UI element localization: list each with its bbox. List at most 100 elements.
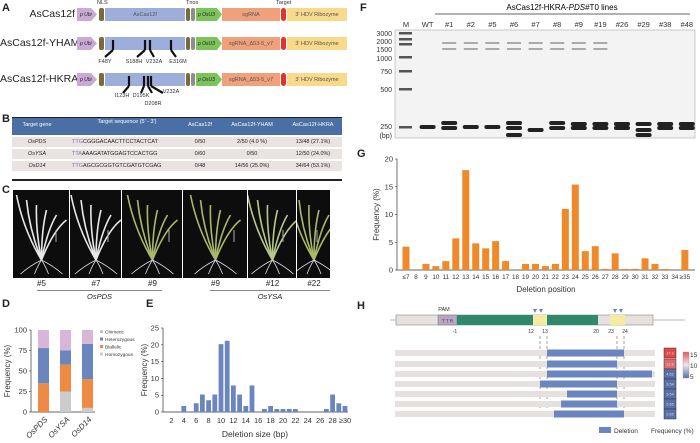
- bar-13: [462, 170, 470, 270]
- x-tick-label: 4: [182, 416, 186, 425]
- gel-faint-band: [550, 48, 565, 50]
- table-row: OsD14 TTGAGCGCGGTGTCGATGTCGAG 0/48 14/56 (2…: [12, 161, 342, 171]
- bar-8: [206, 400, 211, 412]
- plant-drawing: [189, 194, 241, 275]
- ladder-band: [399, 43, 412, 46]
- frequency-value: 12.8: [666, 363, 673, 367]
- gel-faint-band: [442, 48, 457, 50]
- ladder-band: [399, 126, 412, 129]
- promoter-ubi: p Ubi: [77, 8, 97, 21]
- gel-title-part: AsCas12f-HKRA-: [506, 3, 569, 12]
- gel-faint-band: [528, 42, 543, 44]
- gel-band: [549, 126, 566, 130]
- lane-label: #7: [531, 20, 539, 29]
- cell-hkra: 34/64 (53.1%): [295, 163, 331, 169]
- bar-11: [224, 340, 230, 412]
- x-tick-label: 12: [452, 274, 460, 281]
- allele-row: [395, 411, 655, 417]
- x-tick-label: 8: [414, 274, 418, 281]
- stacked-bar-biallelic: [38, 383, 49, 412]
- plant-line-label: #9: [211, 279, 220, 288]
- position-label: 20: [593, 329, 599, 335]
- allele-row: [395, 350, 655, 356]
- header-target-sequence: Target sequence (5' - 3'): [97, 119, 157, 125]
- ladder-band: [399, 88, 412, 91]
- panel-label-f: F: [360, 2, 367, 14]
- bar-7: [200, 394, 205, 412]
- x-tick-label: 33: [661, 274, 669, 281]
- hdv-ribozyme: 3' HDV Ribozyme: [287, 37, 347, 50]
- nls-box: [99, 8, 104, 21]
- group-label-osysa: OsYSA: [257, 292, 283, 301]
- deletion-segment: [547, 349, 624, 357]
- cell-sequence: TTGCGGGACAACTTCCTACTCAT: [72, 139, 178, 145]
- sgrna: sgRNA: [222, 8, 280, 21]
- mutation-label: D208R: [144, 101, 161, 107]
- y-tick-label: 50: [19, 367, 27, 376]
- tnos-box-2: [191, 73, 195, 86]
- panel-label-c: C: [2, 184, 10, 196]
- frequency-legend-label: Frequency (%): [651, 428, 694, 435]
- bar-15: [482, 248, 490, 270]
- target-label: Target: [276, 0, 292, 6]
- cleavage-arrow-icon: [619, 309, 623, 313]
- mutation-marker-leg: [104, 49, 114, 58]
- hdv-ribozyme: 3' HDV Ribozyme: [287, 73, 347, 86]
- lane-label: #26: [616, 20, 629, 29]
- x-tick-label: OsD14: [69, 415, 93, 439]
- x-tick-label: 25: [582, 274, 590, 281]
- bar-31: [641, 258, 649, 270]
- bar-16: [492, 241, 500, 270]
- deletion-legend-swatch: [599, 427, 611, 433]
- lane-label: #19: [594, 20, 607, 29]
- frequency-value: 4.62: [666, 373, 673, 377]
- x-tick-label: 12: [229, 416, 237, 425]
- mutation-label: S188H: [126, 59, 143, 65]
- pam-sequence: TTG: [72, 163, 83, 169]
- ladder-size-label: 750: [380, 69, 392, 76]
- nls-box: [99, 73, 104, 86]
- gel-band: [484, 125, 501, 129]
- gel-faint-band: [571, 48, 586, 50]
- tnos-box-2: [191, 8, 195, 21]
- construct-name: AsCas12f-YHAM: [0, 37, 80, 49]
- ladder-band: [399, 32, 412, 35]
- y-tick-label: 15: [151, 357, 159, 366]
- promoter-ubi: p Ubi: [77, 37, 97, 50]
- plant-photo: [70, 190, 121, 278]
- bar-6: [193, 403, 199, 412]
- y-axis-label: Frequency (%): [3, 344, 12, 397]
- panel-label-a: A: [2, 2, 10, 14]
- x-tick-label: 23: [562, 274, 570, 281]
- x-tick-label: ≥35: [680, 274, 691, 281]
- x-tick-label: ≤7: [403, 274, 410, 281]
- bar-29: [621, 268, 629, 270]
- x-tick-label: 2: [169, 416, 173, 425]
- bar-27: [601, 268, 609, 270]
- bar-≥30: [342, 405, 348, 412]
- frequency-value: 17.9: [666, 352, 673, 356]
- x-tick-label: 20: [532, 274, 540, 281]
- lane-label: M: [403, 20, 409, 29]
- x-tick-label: 28: [328, 416, 336, 425]
- promoter-osu3: p OsU3: [196, 8, 222, 21]
- allele-row: [395, 381, 655, 387]
- gel-band: [506, 126, 522, 130]
- gel-faint-band: [485, 42, 500, 44]
- gel-band: [614, 126, 630, 130]
- x-tick-label: 32: [651, 274, 659, 281]
- header-yham: AsCas12f-YHAM: [231, 122, 273, 128]
- deletion-segment: [567, 390, 617, 398]
- mutation-marker-leg: [170, 49, 177, 58]
- promoter-osu3: p OsU3: [196, 37, 222, 50]
- bar-22: [293, 408, 298, 412]
- position-label: 23: [608, 329, 614, 335]
- pam-sequence: T T R: [442, 319, 454, 324]
- bar-24: [571, 184, 579, 270]
- bar-22: [551, 263, 559, 270]
- panel-label-b: B: [2, 113, 10, 125]
- bar-10: [432, 266, 440, 270]
- stacked-bar-biallelic: [60, 364, 71, 392]
- plant-drawing: [15, 194, 67, 275]
